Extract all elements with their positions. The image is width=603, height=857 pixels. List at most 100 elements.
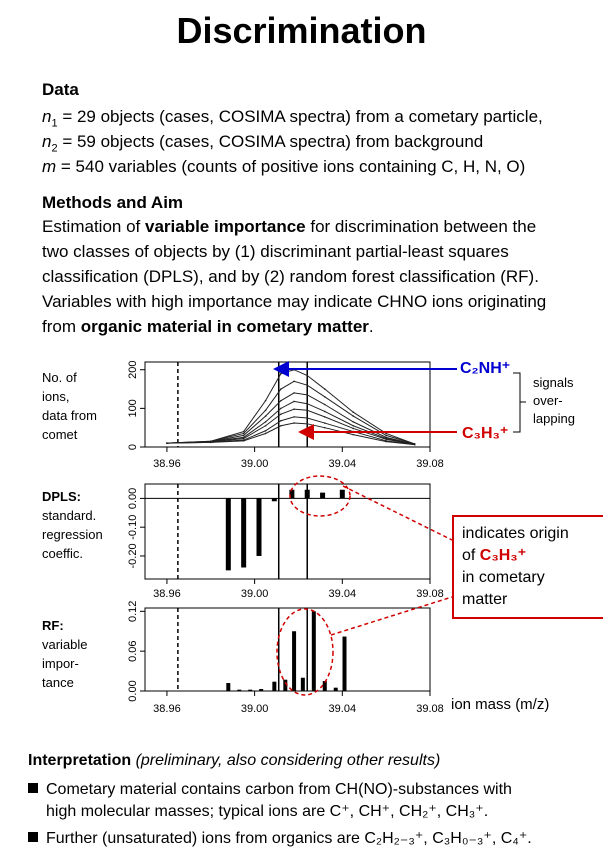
spectrum-point	[242, 440, 245, 442]
spectrum-point	[413, 443, 416, 446]
rf-bar	[226, 683, 231, 691]
spectrum-point	[293, 408, 295, 410]
signals-overlapping-note: signals over-lapping	[533, 375, 575, 426]
spectrum-point	[306, 417, 309, 419]
spectrum-point	[293, 422, 295, 424]
spectrum-point	[293, 416, 295, 418]
spectrum-point	[323, 403, 326, 406]
panel2-ytick-label: 0.00	[127, 488, 139, 509]
spectrum-point	[352, 411, 355, 414]
bullet-icon	[28, 783, 38, 793]
spectrum-point	[264, 432, 267, 435]
panel3-xtick-label: 38.96	[153, 703, 181, 715]
panel3-label: RF: variable impor-tance	[42, 618, 88, 690]
spectrum-point	[306, 394, 309, 396]
rf-bar	[311, 611, 316, 691]
spectrum-point	[280, 424, 282, 427]
spectrum-point	[264, 429, 267, 432]
spectrum-point	[280, 372, 282, 375]
spectrum-point	[306, 402, 309, 405]
panel2-xtick-label: 39.04	[329, 588, 357, 600]
spectrum-point	[242, 430, 245, 433]
spectrum-point	[385, 438, 387, 441]
panel1-xtick-label: 38.96	[153, 458, 181, 470]
interpretation-bullet-1: Cometary material contains carbon from C…	[28, 779, 512, 823]
data-line-n1: n1 = 29 objects (cases, COSIMA spectra) …	[42, 107, 543, 130]
panel3-xtick-label: 39.04	[329, 703, 357, 715]
label-c3h3: C₃H₃⁺	[462, 425, 509, 442]
panel3-xtick-label: 39.00	[241, 703, 269, 715]
spectrum-point	[264, 415, 267, 417]
spectrum-point	[242, 434, 245, 437]
signals-bracket	[513, 372, 526, 433]
panel2-xtick-label: 39.00	[241, 588, 269, 600]
page-title: Discrimination	[176, 10, 427, 51]
panel3-ytick-label: 0.00	[127, 680, 139, 701]
panel3-ytick-label: 0.12	[127, 601, 139, 622]
rf-bar	[272, 681, 277, 691]
dpls-bar	[241, 498, 247, 568]
dpls-bar	[271, 498, 277, 502]
spectrum-point	[323, 395, 326, 398]
spectrum-point	[209, 441, 212, 444]
dpls-bar	[289, 489, 295, 499]
spectrum-point	[323, 388, 326, 390]
spectrum-point	[280, 419, 282, 422]
spectrum-point	[385, 434, 387, 437]
data-heading: Data	[42, 80, 79, 99]
panel2-xtick-label: 39.08	[416, 588, 444, 600]
data-line-n2: n2 = 59 objects (cases, COSIMA spectra) …	[42, 132, 484, 155]
spectrum-point	[352, 433, 355, 436]
spectrum-point	[242, 432, 245, 435]
rf-highlight-ellipse	[276, 608, 334, 696]
methods-line-5: from organic material in cometary matter…	[42, 317, 374, 336]
spectrum-point	[293, 392, 295, 394]
spectrum-point	[323, 422, 326, 424]
panel2-ytick-label: -0.10	[127, 515, 139, 540]
spectrum-line	[166, 380, 415, 445]
dpls-bar	[339, 489, 345, 499]
spectrum-point	[352, 421, 355, 423]
spectrum-point	[264, 421, 267, 423]
panel1-xtick-label: 39.08	[416, 458, 444, 470]
spectrum-point	[280, 407, 282, 410]
panel2-frame	[144, 483, 431, 580]
rf-callout-connector	[330, 596, 453, 636]
methods-line-3: classification (DPLS), and by (2) random…	[42, 267, 539, 286]
origin-callout-box: indicates origin of C₃H₃⁺ in cometary ma…	[452, 515, 603, 619]
panel3-frame	[144, 607, 431, 692]
spectrum-point	[385, 432, 387, 435]
dpls-bar	[225, 498, 231, 571]
spectrum-point	[293, 380, 295, 383]
rf-bar	[322, 681, 327, 691]
spectrum-point	[280, 413, 282, 415]
spectrum-point	[242, 437, 245, 440]
panel3-xtick-label: 39.08	[416, 703, 444, 715]
dpls-bar	[256, 498, 262, 556]
x-axis-title: ion mass (m/z)	[451, 696, 550, 713]
spectrum-point	[242, 436, 245, 439]
spectrum-point	[323, 416, 326, 418]
spectrum-point	[293, 400, 295, 403]
spectrum-point	[264, 399, 267, 402]
dpls-bar	[304, 489, 310, 499]
rf-bar	[300, 677, 305, 691]
panel2-ytick-label: -0.20	[127, 543, 139, 568]
rf-bar	[292, 631, 297, 691]
panel3-ytick-label: 0.06	[127, 640, 139, 661]
panel2-label: DPLS: standard. regression coeffic.	[42, 489, 103, 561]
panel1-xtick-label: 39.04	[329, 458, 357, 470]
rf-bar	[333, 687, 338, 691]
label-c2nh: C₂NH⁺	[460, 360, 511, 377]
panel1-xtick-label: 39.00	[241, 458, 269, 470]
spectrum-point	[352, 427, 355, 430]
spectrum-point	[166, 442, 168, 444]
bullet-icon	[28, 832, 38, 842]
spectrum-point	[352, 424, 355, 427]
spectrum-point	[385, 436, 387, 439]
spectrum-point	[306, 384, 309, 386]
panel1-ytick-label: 100	[127, 399, 139, 417]
panel1-label: No. of ions, data from comet	[42, 370, 97, 442]
spectrum-point	[280, 399, 282, 402]
interpretation-heading: Interpretation (preliminary, also consid…	[28, 752, 441, 769]
